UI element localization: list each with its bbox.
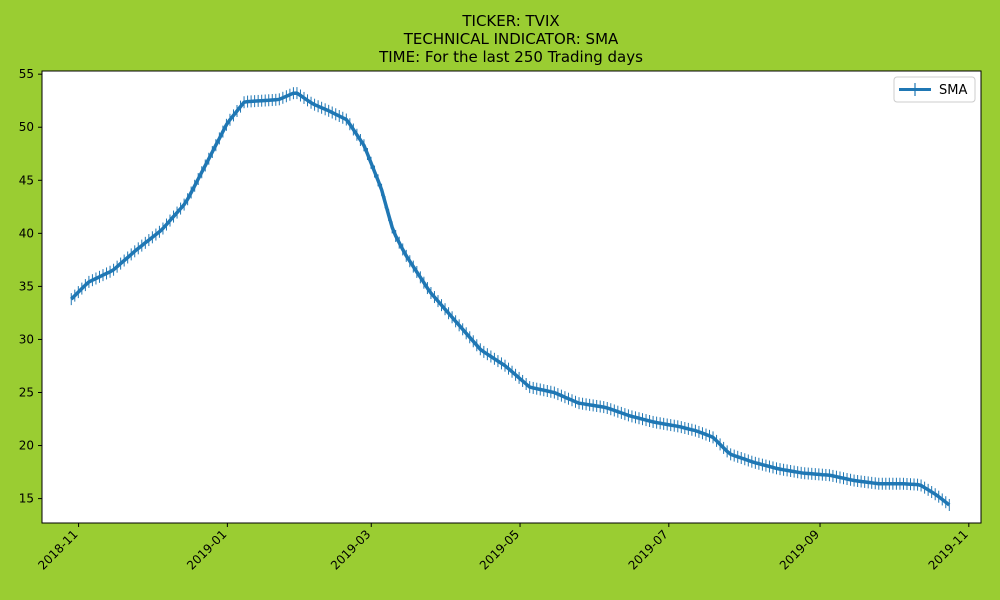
y-tick-label-40: 40	[19, 226, 34, 240]
legend: SMA	[893, 76, 976, 103]
title-line-1: TICKER: TVIX	[461, 12, 559, 30]
y-axis: 15 20 25 30 35 40 45 50 55	[19, 67, 42, 506]
legend-label: SMA	[939, 83, 967, 98]
title-line-2: TECHNICAL INDICATOR: SMA	[403, 30, 619, 48]
sma-series	[70, 87, 951, 511]
x-tick-label-2019-01: 2019-01	[184, 527, 229, 572]
x-tick-label-2019-07: 2019-07	[626, 527, 671, 572]
y-tick-label-20: 20	[19, 439, 34, 453]
x-tick-label-2019-11: 2019-11	[926, 527, 971, 572]
legend-box	[893, 76, 976, 103]
y-tick-label-55: 55	[19, 67, 34, 81]
x-axis: 2018-11 2019-01 2019-03 2019-05 2019-07 2019-…	[35, 523, 971, 573]
sma-line	[70, 91, 951, 507]
x-tick-label-2019-03: 2019-03	[328, 527, 373, 572]
plot-area	[41, 70, 982, 524]
x-tick-label-2019-09: 2019-09	[777, 527, 822, 572]
x-tick-label-2018-11: 2018-11	[35, 527, 80, 572]
title-line-3: TIME: For the last 250 Trading days	[378, 48, 643, 66]
y-tick-label-15: 15	[19, 492, 34, 506]
chart-title: TICKER: TVIX TECHNICAL INDICATOR: SMA TI…	[378, 12, 643, 66]
x-tick-label-2019-05: 2019-05	[477, 527, 522, 572]
y-tick-label-45: 45	[19, 173, 34, 187]
y-tick-label-25: 25	[19, 385, 34, 399]
y-tick-label-35: 35	[19, 279, 34, 293]
y-tick-label-50: 50	[19, 120, 34, 134]
y-tick-label-30: 30	[19, 332, 34, 346]
